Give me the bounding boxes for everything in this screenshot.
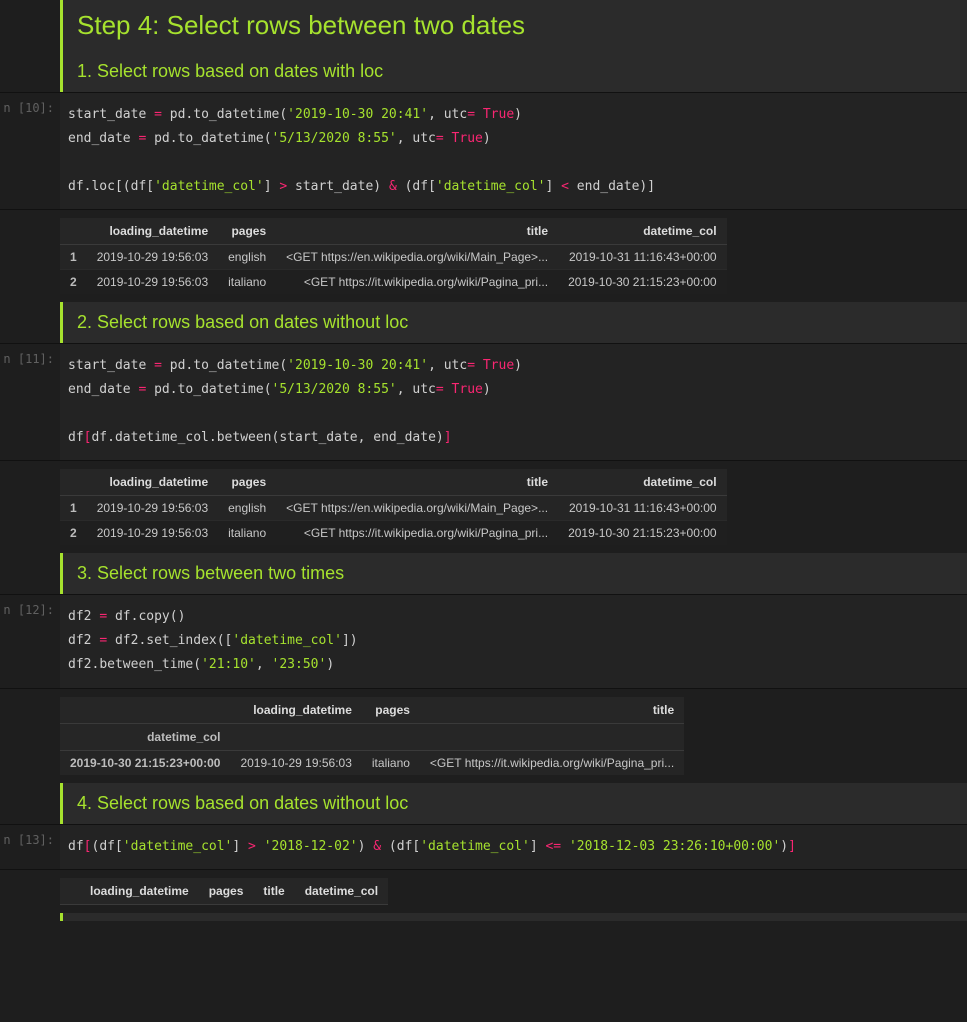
output-cell-10: loading_datetimepagestitledatetime_col12… [0,209,967,302]
prompt-12: n [12]: [0,595,60,687]
section-3-heading: 3. Select rows between two times [60,553,967,594]
next-cell-sliver [0,913,967,921]
code-cell-10[interactable]: n [10]: start_date = pd.to_datetime('201… [0,92,967,209]
prompt-10: n [10]: [0,93,60,209]
section-2-heading: 2. Select rows based on dates without lo… [60,302,967,343]
code-block-13[interactable]: df[(df['datetime_col'] > '2018-12-02') &… [60,825,967,869]
title-cell: Step 4: Select rows between two dates [0,0,967,51]
prompt-11: n [11]: [0,344,60,460]
code-cell-12[interactable]: n [12]: df2 = df.copy() df2 = df2.set_in… [0,594,967,687]
output-cell-13: loading_datetimepagestitledatetime_col [0,869,967,913]
code-cell-13[interactable]: n [13]: df[(df['datetime_col'] > '2018-1… [0,824,967,869]
output-cell-12: loading_datetimepagestitledatetime_col20… [0,688,967,783]
page-title: Step 4: Select rows between two dates [60,0,967,51]
prompt-empty [0,0,60,51]
section-1-heading: 1. Select rows based on dates with loc [60,51,967,92]
output-table-10: loading_datetimepagestitledatetime_col12… [60,218,727,294]
code-block-12[interactable]: df2 = df.copy() df2 = df2.set_index(['da… [60,595,967,687]
section-2-heading-cell: 2. Select rows based on dates without lo… [0,302,967,343]
output-table-13: loading_datetimepagestitledatetime_col [60,878,388,905]
section-4-heading-cell: 4. Select rows based on dates without lo… [0,783,967,824]
code-block-10[interactable]: start_date = pd.to_datetime('2019-10-30 … [60,93,967,209]
output-table-11: loading_datetimepagestitledatetime_col12… [60,469,727,545]
code-cell-11[interactable]: n [11]: start_date = pd.to_datetime('201… [0,343,967,460]
section-3-heading-cell: 3. Select rows between two times [0,553,967,594]
output-table-12: loading_datetimepagestitledatetime_col20… [60,697,684,775]
code-block-11[interactable]: start_date = pd.to_datetime('2019-10-30 … [60,344,967,460]
section-4-heading: 4. Select rows based on dates without lo… [60,783,967,824]
prompt-13: n [13]: [0,825,60,869]
output-cell-11: loading_datetimepagestitledatetime_col12… [0,460,967,553]
section-1-heading-cell: 1. Select rows based on dates with loc [0,51,967,92]
